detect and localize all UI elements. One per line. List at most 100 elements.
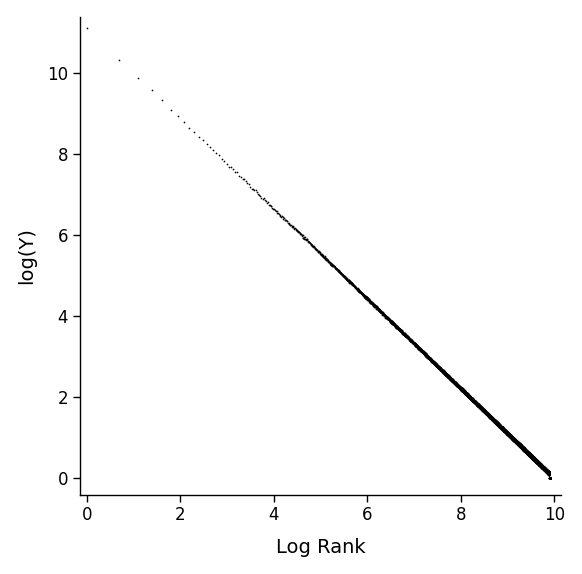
Point <box>498 425 508 435</box>
Point <box>526 452 535 461</box>
Point <box>520 445 529 455</box>
Point <box>518 443 527 452</box>
Point <box>528 452 538 461</box>
Point <box>513 438 522 447</box>
Point <box>528 455 538 464</box>
Point <box>484 410 493 420</box>
Point <box>540 466 549 475</box>
Point <box>516 442 525 451</box>
Point <box>459 387 469 396</box>
Point <box>502 428 512 437</box>
Point <box>517 441 526 451</box>
Point <box>509 435 519 444</box>
Point <box>542 467 552 476</box>
Point <box>532 456 541 465</box>
Point <box>535 460 545 470</box>
Point <box>504 430 513 439</box>
Point <box>534 459 544 468</box>
Point <box>532 457 541 466</box>
Point <box>494 421 503 430</box>
Point <box>538 463 547 472</box>
Point <box>514 440 523 449</box>
Point <box>471 398 480 408</box>
Point <box>492 420 502 429</box>
Point <box>466 394 475 403</box>
Point <box>544 468 553 477</box>
Point <box>521 445 531 455</box>
Point <box>544 468 553 478</box>
Point <box>461 389 470 398</box>
Point <box>528 452 538 461</box>
Point <box>544 469 553 478</box>
Point <box>467 395 476 404</box>
Point <box>516 441 526 451</box>
Point <box>450 378 459 387</box>
Point <box>436 363 446 373</box>
Point <box>534 459 543 468</box>
Point <box>484 411 494 420</box>
Point <box>537 461 546 471</box>
Point <box>483 409 492 418</box>
Point <box>474 402 484 411</box>
Point <box>487 413 496 422</box>
Point <box>533 457 542 466</box>
Point <box>511 436 520 445</box>
Point <box>428 356 437 365</box>
Point <box>436 365 446 374</box>
Point <box>499 425 509 435</box>
Point <box>498 424 507 433</box>
Point <box>481 407 490 416</box>
Point <box>542 466 551 475</box>
Point <box>530 456 540 466</box>
Point <box>536 461 545 471</box>
Point <box>531 456 540 465</box>
Point <box>490 417 499 426</box>
Point <box>535 459 544 468</box>
Point <box>533 457 542 467</box>
Point <box>512 437 521 446</box>
Point <box>520 444 529 453</box>
Point <box>517 442 526 451</box>
Point <box>424 354 434 363</box>
Point <box>526 451 535 460</box>
Point <box>534 460 544 470</box>
Point <box>515 440 524 449</box>
Point <box>494 420 503 429</box>
Point <box>463 390 473 400</box>
Point <box>494 420 503 429</box>
Point <box>495 421 504 430</box>
Point <box>421 350 430 359</box>
Point <box>471 398 481 407</box>
Point <box>474 402 484 411</box>
Point <box>446 374 455 383</box>
Point <box>506 432 516 441</box>
Point <box>544 469 553 478</box>
Point <box>544 468 553 478</box>
Point <box>477 403 487 412</box>
Point <box>520 444 530 453</box>
Point <box>543 467 552 476</box>
Point <box>541 465 550 474</box>
Point <box>488 414 497 424</box>
Point <box>468 395 477 405</box>
Point <box>474 401 483 410</box>
Point <box>535 460 544 469</box>
Point <box>530 455 540 464</box>
Point <box>498 425 508 435</box>
Point <box>523 449 532 458</box>
Point <box>535 460 544 469</box>
Point <box>535 460 545 469</box>
Point <box>524 448 533 457</box>
Point <box>521 447 531 456</box>
Point <box>530 455 540 464</box>
Point <box>521 446 530 455</box>
Point <box>512 438 521 447</box>
Point <box>431 360 441 369</box>
Point <box>531 455 540 464</box>
Point <box>492 418 502 428</box>
Point <box>525 450 534 459</box>
Point <box>543 467 552 476</box>
Point <box>418 347 427 356</box>
Point <box>524 448 533 457</box>
Point <box>459 386 468 395</box>
